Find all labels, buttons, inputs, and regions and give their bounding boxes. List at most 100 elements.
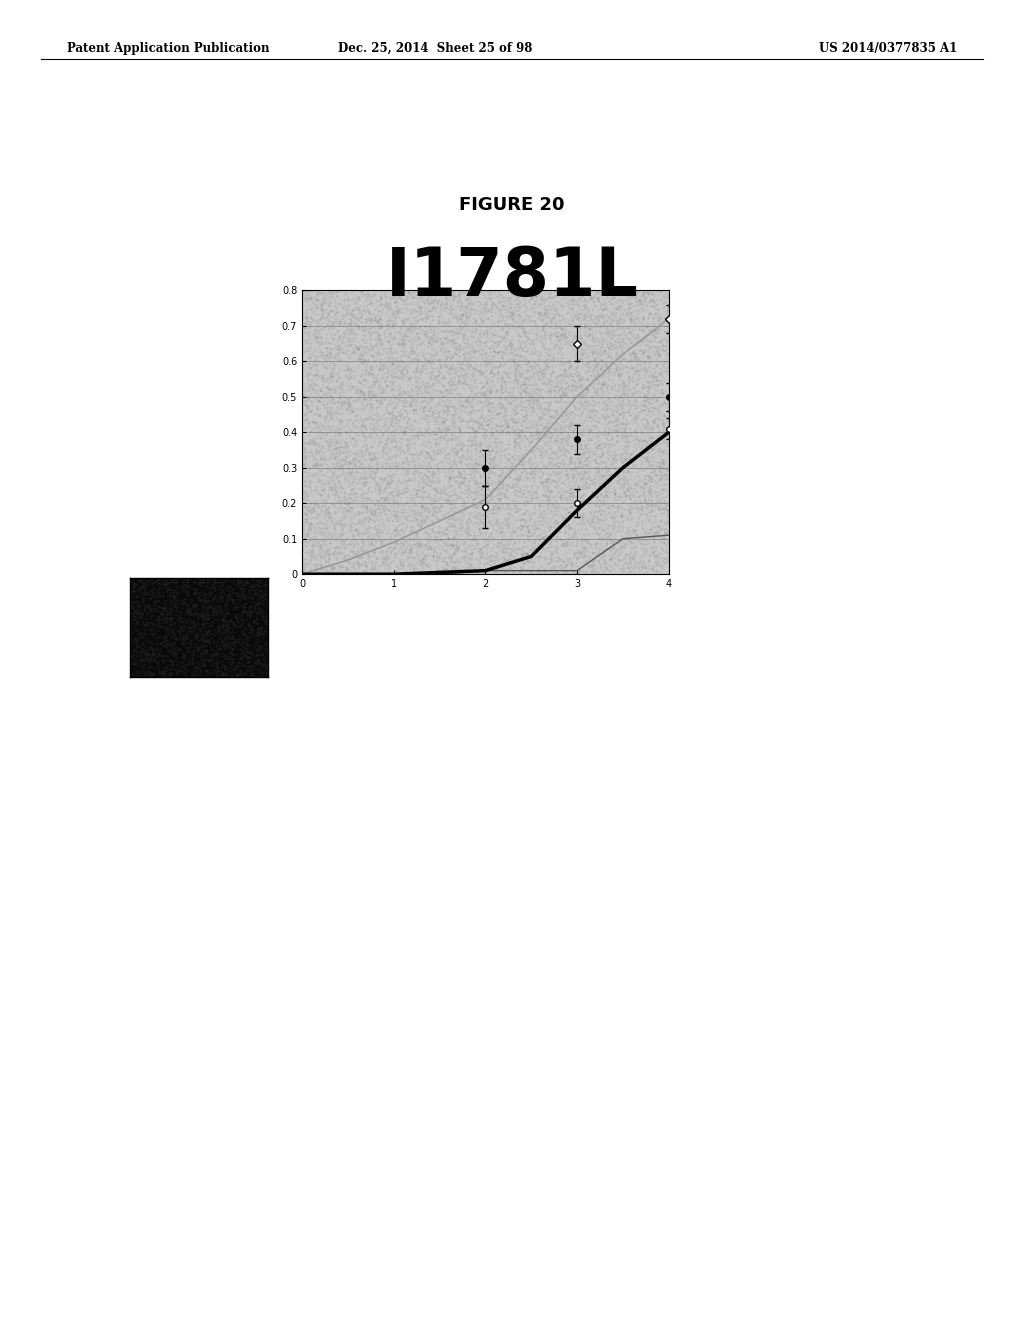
- Point: [174, 620, 190, 642]
- Point: [632, 467, 648, 488]
- Point: [502, 302, 518, 323]
- Point: [381, 411, 397, 432]
- Point: [541, 372, 557, 393]
- Point: [468, 444, 484, 465]
- Point: [532, 541, 549, 562]
- Point: [383, 540, 399, 561]
- Point: [306, 495, 323, 516]
- Point: [486, 484, 503, 506]
- Point: [365, 370, 381, 391]
- Point: [655, 486, 672, 507]
- Point: [385, 416, 401, 437]
- Point: [581, 424, 597, 445]
- Point: [378, 444, 394, 465]
- Point: [457, 549, 473, 570]
- Point: [420, 288, 436, 309]
- Point: [350, 545, 367, 566]
- Point: [163, 619, 179, 640]
- Point: [356, 348, 373, 370]
- Point: [328, 416, 344, 437]
- Point: [417, 510, 433, 531]
- Point: [221, 587, 238, 609]
- Point: [651, 314, 668, 335]
- Point: [128, 595, 144, 616]
- Point: [423, 504, 439, 525]
- Point: [543, 388, 559, 409]
- Point: [644, 323, 660, 345]
- Point: [630, 471, 646, 492]
- Point: [581, 315, 597, 337]
- Point: [307, 288, 324, 309]
- Point: [338, 343, 354, 364]
- Point: [349, 399, 366, 420]
- Point: [196, 606, 212, 627]
- Point: [466, 457, 482, 478]
- Point: [477, 491, 494, 512]
- Point: [555, 420, 571, 441]
- Point: [526, 502, 543, 523]
- Point: [339, 399, 355, 420]
- Point: [563, 449, 580, 470]
- Point: [344, 442, 360, 463]
- Point: [333, 541, 349, 562]
- Point: [133, 572, 150, 593]
- Point: [306, 553, 323, 574]
- Point: [413, 550, 429, 572]
- Point: [579, 309, 595, 330]
- Point: [484, 345, 501, 366]
- Point: [364, 397, 380, 418]
- Point: [485, 313, 502, 334]
- Point: [523, 442, 540, 463]
- Point: [617, 388, 634, 409]
- Point: [378, 285, 394, 306]
- Point: [597, 297, 613, 318]
- Point: [579, 455, 595, 477]
- Point: [240, 652, 256, 673]
- Point: [447, 444, 464, 465]
- Point: [641, 292, 657, 313]
- Point: [517, 384, 534, 405]
- Point: [500, 417, 516, 438]
- Point: [561, 451, 578, 473]
- Point: [385, 525, 401, 546]
- Point: [453, 358, 469, 379]
- Point: [595, 359, 611, 380]
- Point: [337, 492, 353, 513]
- Point: [185, 618, 202, 639]
- Point: [305, 364, 322, 385]
- Point: [601, 342, 617, 363]
- Point: [630, 486, 646, 507]
- Point: [657, 432, 674, 453]
- Point: [552, 484, 568, 506]
- Point: [452, 292, 468, 313]
- Point: [554, 437, 570, 458]
- Point: [516, 300, 532, 321]
- Point: [548, 433, 564, 454]
- Point: [472, 560, 488, 581]
- Point: [560, 358, 577, 379]
- Point: [393, 309, 410, 330]
- Point: [655, 352, 672, 374]
- Point: [361, 333, 378, 354]
- Point: [629, 480, 645, 502]
- Point: [419, 537, 435, 558]
- Point: [313, 293, 330, 314]
- Point: [330, 470, 346, 491]
- Point: [524, 297, 541, 318]
- Point: [244, 644, 260, 665]
- Point: [171, 601, 187, 622]
- Point: [328, 531, 344, 552]
- Point: [422, 327, 438, 348]
- Point: [432, 339, 449, 360]
- Point: [308, 412, 325, 433]
- Point: [428, 436, 444, 457]
- Point: [403, 463, 420, 484]
- Point: [140, 644, 157, 665]
- Point: [470, 502, 486, 523]
- Point: [541, 438, 557, 459]
- Point: [575, 315, 592, 337]
- Point: [647, 407, 664, 428]
- Point: [566, 466, 583, 487]
- Point: [355, 284, 372, 305]
- Point: [656, 499, 673, 520]
